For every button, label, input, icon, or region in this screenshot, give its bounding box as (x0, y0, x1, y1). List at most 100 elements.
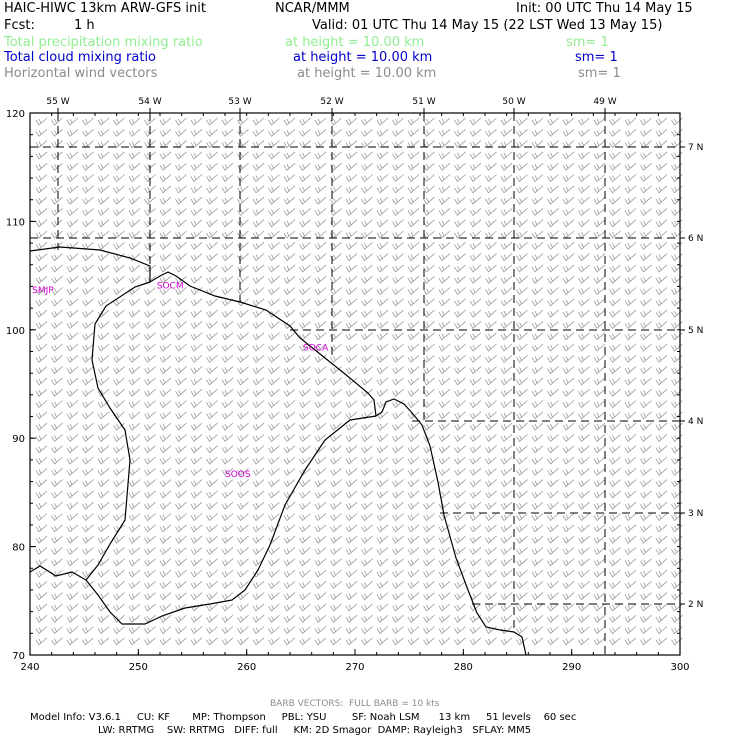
wind-barb (578, 603, 590, 612)
wind-barb (500, 162, 513, 171)
wind-barb (268, 219, 280, 228)
wind-barb (159, 524, 172, 533)
wind-barb (655, 614, 668, 623)
wind-barb (51, 128, 63, 137)
wind-barb (159, 614, 172, 623)
wind-barb (159, 162, 172, 171)
wind-barb (547, 569, 559, 578)
wind-barb (237, 253, 249, 262)
wind-barb (268, 456, 280, 465)
wind-barb (562, 614, 575, 623)
wind-barb (562, 637, 575, 646)
wind-barb (469, 196, 482, 205)
wind-barb (221, 422, 234, 431)
wind-barb (609, 592, 621, 601)
wind-barb (190, 298, 203, 307)
wind-barb (35, 208, 48, 217)
wind-barb (221, 400, 234, 409)
wind-barb (299, 287, 311, 296)
wind-barb (485, 275, 497, 284)
wind-barb (655, 140, 668, 149)
wind-barb (252, 524, 265, 533)
wind-barb (66, 535, 79, 544)
wind-barb (221, 332, 234, 341)
wind-barb (268, 535, 280, 544)
wind-barb (376, 332, 389, 341)
wind-barb (345, 275, 358, 284)
wind-barb (407, 128, 420, 137)
wind-barb (454, 253, 466, 262)
wind-barb (82, 196, 94, 205)
wind-barb (252, 241, 265, 250)
wind-barb (531, 535, 544, 544)
wind-barb (51, 592, 63, 601)
wind-barb (128, 479, 141, 488)
wind-barb (516, 456, 528, 465)
wind-barb (454, 264, 466, 273)
wind-barb (454, 241, 466, 250)
wind-barb (175, 637, 187, 646)
wind-barb (485, 287, 497, 296)
wind-barb (159, 208, 172, 217)
wind-barb (562, 467, 575, 476)
wind-barb (128, 174, 141, 183)
wind-barb (593, 422, 606, 431)
wind-barb (376, 490, 389, 499)
wind-barb (361, 117, 373, 126)
wind-barb (392, 434, 404, 443)
wind-barb (190, 208, 203, 217)
wind-barb (531, 614, 544, 623)
wind-barb (392, 490, 404, 499)
wind-barb (361, 275, 373, 284)
wind-barb (671, 524, 683, 533)
wind-barb (500, 467, 513, 476)
wind-barb (624, 174, 637, 183)
wind-barb (268, 140, 280, 149)
wind-barb (113, 637, 125, 646)
wind-barb (392, 626, 404, 635)
wind-barb (190, 377, 203, 386)
wind-barb (82, 569, 94, 578)
wind-barb (469, 558, 482, 567)
wind-barb (175, 208, 187, 217)
wind-barb (113, 174, 125, 183)
wind-barb (609, 467, 621, 476)
wind-barb (330, 637, 342, 646)
wind-barb (330, 467, 342, 476)
wind-barb (159, 332, 172, 341)
wind-barb (221, 592, 234, 601)
wind-barb (51, 479, 63, 488)
wind-barb (175, 309, 187, 318)
wind-barb (593, 162, 606, 171)
wind-barb (547, 354, 559, 363)
wind-barb (640, 230, 652, 239)
wind-barb (237, 219, 249, 228)
wind-barb (82, 501, 94, 510)
wind-barb (206, 309, 218, 318)
wind-barb (500, 298, 513, 307)
wind-barb (97, 490, 110, 499)
wind-barb (516, 196, 528, 205)
wind-barb (392, 208, 404, 217)
wind-barb (283, 434, 296, 443)
wind-barb (159, 241, 172, 250)
wind-barb (82, 445, 94, 454)
wind-barb (640, 445, 652, 454)
wind-barb (376, 117, 389, 126)
wind-barb (237, 558, 249, 567)
wind-barb (562, 241, 575, 250)
wind-barb (268, 434, 280, 443)
wind-barb (624, 140, 637, 149)
wind-barb (206, 513, 218, 522)
wind-barb (423, 479, 435, 488)
wind-barb (361, 332, 373, 341)
wind-barb (562, 411, 575, 420)
wind-barb (593, 614, 606, 623)
wind-barb (345, 162, 358, 171)
wind-barb (144, 569, 156, 578)
wind-barb (35, 241, 48, 250)
wind-barb (578, 287, 590, 296)
wind-barb (376, 592, 389, 601)
wind-barb (562, 603, 575, 612)
